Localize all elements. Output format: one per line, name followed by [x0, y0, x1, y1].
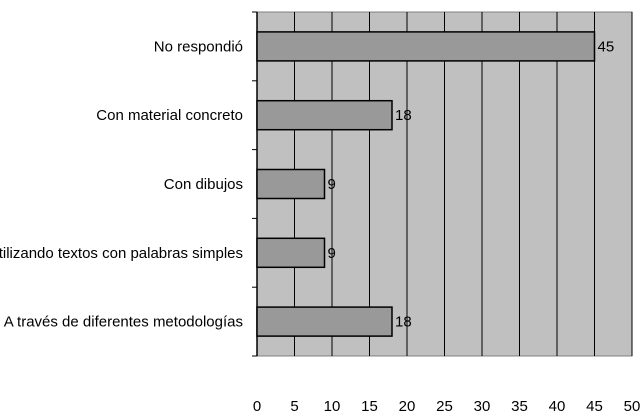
- category-label-2: Con dibujos: [164, 176, 243, 193]
- x-tick-label-5: 25: [436, 398, 453, 415]
- bar-0: [256, 31, 596, 62]
- x-tick-label-9: 45: [586, 398, 603, 415]
- x-tick-label-7: 35: [511, 398, 528, 415]
- bar-3: [256, 237, 326, 269]
- x-tick-label-3: 15: [361, 398, 378, 415]
- category-labels: No respondió Con material concreto Con dib…: [0, 38, 243, 330]
- x-tick-label-10: 50: [624, 398, 641, 415]
- x-tick-label-6: 30: [474, 398, 491, 415]
- x-tick-label-0: 0: [253, 398, 261, 415]
- data-labels: 45 18 9 9 18: [328, 38, 615, 330]
- x-tick-labels: 0 5 10 15 20 25 30 35 40 45 50: [253, 398, 641, 415]
- bar-4: [256, 306, 393, 337]
- category-label-1: Con material concreto: [96, 107, 243, 124]
- data-label-3: 9: [328, 245, 336, 262]
- x-tick-label-1: 5: [290, 398, 298, 415]
- bar-1: [256, 99, 393, 131]
- x-tick-label-4: 20: [399, 398, 416, 415]
- bars: [256, 31, 596, 337]
- category-label-0: No respondió: [154, 38, 243, 55]
- bar-2: [256, 168, 326, 200]
- data-label-1: 18: [395, 107, 412, 124]
- data-label-4: 18: [395, 314, 412, 331]
- data-label-2: 9: [328, 176, 336, 193]
- category-label-4: A través de diferentes metodologías: [4, 314, 243, 331]
- x-tick-label-8: 40: [549, 398, 566, 415]
- x-tick-label-2: 10: [324, 398, 341, 415]
- category-label-3: Utilizando textos con palabras simples: [0, 245, 243, 262]
- data-label-0: 45: [598, 38, 615, 55]
